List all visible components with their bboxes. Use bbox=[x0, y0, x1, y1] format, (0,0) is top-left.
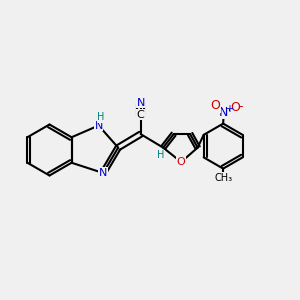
Text: CH₃: CH₃ bbox=[214, 172, 232, 183]
Text: -: - bbox=[238, 100, 243, 113]
Text: O: O bbox=[210, 99, 220, 112]
Text: H: H bbox=[97, 112, 105, 122]
Text: N: N bbox=[94, 121, 103, 130]
Text: C: C bbox=[137, 110, 145, 120]
Text: H: H bbox=[157, 150, 164, 160]
Text: N: N bbox=[136, 98, 145, 108]
Text: O: O bbox=[177, 157, 185, 167]
Text: N: N bbox=[99, 168, 107, 178]
Text: +: + bbox=[225, 103, 233, 114]
Text: N: N bbox=[219, 106, 228, 119]
Text: O: O bbox=[230, 101, 240, 114]
